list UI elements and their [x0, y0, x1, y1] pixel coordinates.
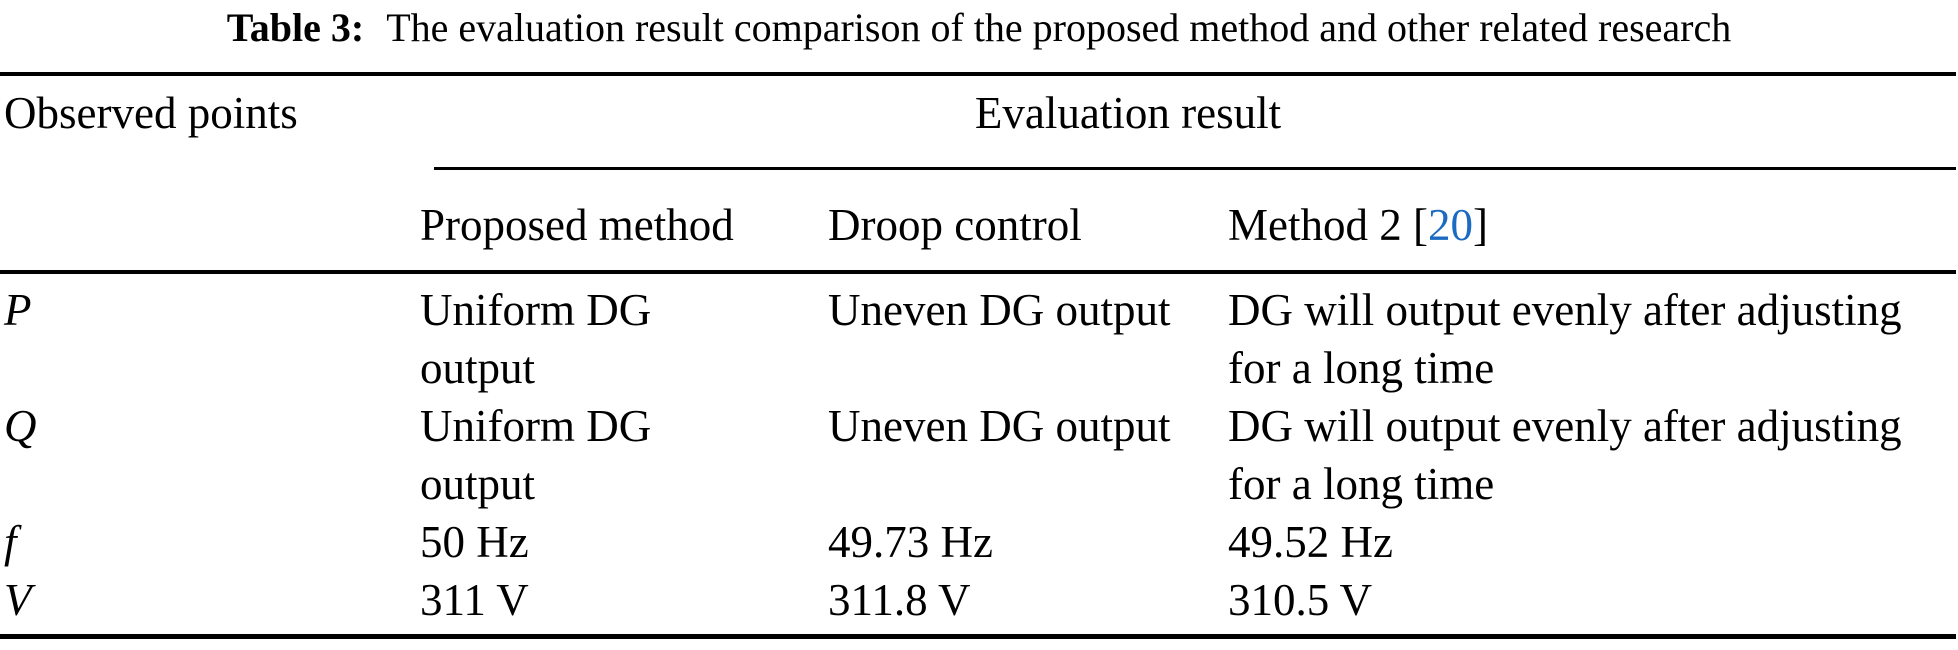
- observed-point-symbol: P: [4, 285, 32, 335]
- table-caption: Table 3: The evaluation result comparison…: [0, 0, 1958, 72]
- citation-link-20[interactable]: 20: [1427, 200, 1473, 250]
- observed-point-symbol: V: [4, 575, 32, 625]
- evaluation-result-underline-rule: [434, 167, 1957, 170]
- table-caption-text: The evaluation result comparison of the …: [386, 5, 1732, 50]
- cell-droop-control: Uneven DG output: [828, 401, 1171, 451]
- cell-proposed-method: Uniform DG output: [420, 285, 652, 393]
- evaluation-results-table: Observed points Evaluation result Propos…: [0, 72, 1957, 639]
- column-header-proposed-method: Proposed method: [420, 170, 828, 274]
- column-header-observed-points: Observed points: [0, 74, 420, 274]
- cell-droop-control: 49.73 Hz: [828, 517, 993, 567]
- cell-method-2: DG will output evenly after adjusting fo…: [1228, 285, 1902, 393]
- cell-method-2: 49.52 Hz: [1228, 517, 1393, 567]
- cell-droop-control: Uneven DG output: [828, 285, 1171, 335]
- cell-droop-control: 311.8 V: [828, 575, 971, 625]
- method-2-label: Method 2 [: [1228, 200, 1428, 250]
- table-row-Q: Q Uniform DG output Uneven DG output DG …: [0, 397, 1956, 513]
- cell-method-2: 310.5 V: [1228, 575, 1373, 625]
- cell-proposed-method: 311 V: [420, 575, 529, 625]
- observed-point-symbol: f: [4, 517, 17, 567]
- cell-proposed-method: Uniform DG output: [420, 401, 652, 509]
- observed-point-symbol: Q: [4, 401, 37, 451]
- table-caption-label: Table 3:: [226, 5, 365, 50]
- group-header-evaluation-result-label: Evaluation result: [974, 88, 1282, 138]
- method-2-label-suffix: ]: [1472, 200, 1488, 250]
- table-row-f: f 50 Hz 49.73 Hz 49.52 Hz: [0, 513, 1956, 571]
- group-header-evaluation-result: Evaluation result: [420, 74, 1957, 170]
- column-header-method-2: Method 2 [20]: [1228, 170, 1957, 274]
- table-row-P: P Uniform DG output Uneven DG output DG …: [0, 272, 1956, 397]
- cell-proposed-method: 50 Hz: [420, 517, 529, 567]
- table-row-V: V 311 V 311.8 V 310.5 V: [0, 571, 1956, 637]
- column-header-droop-control: Droop control: [828, 170, 1228, 274]
- cell-method-2: DG will output evenly after adjusting fo…: [1228, 401, 1902, 509]
